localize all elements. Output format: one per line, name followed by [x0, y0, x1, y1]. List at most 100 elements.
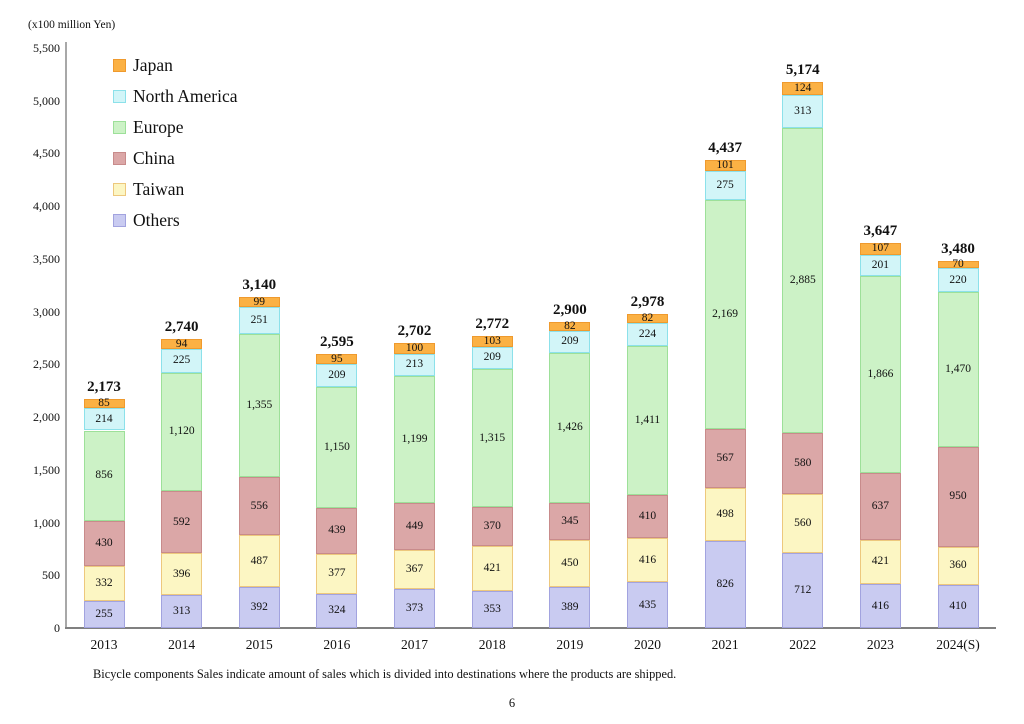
y-tick-label: 2,500 — [33, 357, 60, 372]
x-axis-category-label: 2014 — [168, 637, 196, 652]
legend-item-taiwan: Taiwan — [113, 179, 237, 199]
bar-segment-china: 430 — [83, 520, 125, 567]
bar-total-label: 2,173 — [87, 378, 121, 395]
bar-segment-japan: 85 — [83, 397, 125, 409]
segment-value-label: 712 — [794, 583, 812, 596]
bar-total-label: 3,647 — [863, 223, 898, 240]
legend-label: China — [133, 148, 175, 168]
segment-value-label: 1,411 — [634, 414, 661, 427]
segment-value-label: 70 — [952, 258, 964, 271]
segment-value-label: 592 — [173, 515, 191, 528]
segment-value-label: 251 — [250, 314, 268, 327]
bar-segment-europe: 1,355 — [238, 333, 280, 477]
bar-segment-taiwan: 367 — [394, 549, 436, 589]
segment-value-label: 313 — [794, 105, 812, 118]
y-tick-label: 3,500 — [33, 251, 60, 266]
bar-total-label: 3,480 — [941, 241, 975, 258]
segment-value-label: 255 — [95, 608, 113, 621]
x-axis-category-label: 2019 — [556, 637, 584, 652]
segment-value-label: 82 — [641, 311, 654, 324]
y-tick-label: 5,000 — [33, 93, 60, 108]
bar-total-label: 5,174 — [785, 62, 820, 79]
segment-value-label: 353 — [483, 602, 501, 615]
bar-segment-others: 324 — [316, 593, 358, 628]
bar-segment-europe: 1,866 — [859, 275, 901, 473]
segment-value-label: 1,150 — [323, 440, 350, 453]
segment-value-label: 421 — [871, 555, 890, 568]
segment-value-label: 1,426 — [556, 421, 583, 434]
segment-value-label: 435 — [638, 598, 657, 611]
bar-segment-japan: 107 — [859, 243, 901, 255]
y-tick-label: 500 — [42, 568, 60, 583]
segment-value-label: 449 — [405, 519, 424, 532]
bar-segment-others: 392 — [238, 586, 280, 628]
y-tick-label: 2,000 — [33, 410, 60, 425]
chart-legend: Japan North America Europe China Taiwan Other… — [113, 55, 237, 230]
x-axis-category-label: 2022 — [789, 637, 817, 652]
segment-value-label: 410 — [638, 510, 657, 523]
segment-value-label: 856 — [95, 469, 113, 482]
segment-value-label: 392 — [250, 600, 268, 613]
legend-item-others: Others — [113, 210, 237, 230]
bar-segment-others: 712 — [782, 552, 824, 628]
bar-segment-china: 345 — [549, 503, 591, 540]
segment-value-label: 209 — [328, 369, 346, 381]
y-tick-label: 5,500 — [33, 41, 60, 55]
segment-value-label: 99 — [253, 295, 266, 308]
bar-segment-china: 410 — [626, 495, 668, 539]
y-tick-label: 4,500 — [33, 146, 60, 161]
bar-total-label: 2,900 — [552, 302, 587, 319]
bar-total-label: 4,437 — [708, 140, 742, 157]
segment-value-label: 580 — [794, 456, 812, 469]
segment-value-label: 313 — [173, 605, 191, 617]
segment-value-label: 373 — [405, 601, 424, 614]
x-axis-category-label: 2020 — [633, 637, 661, 652]
segment-value-label: 2,169 — [712, 307, 739, 320]
bar-segment-taiwan: 396 — [161, 553, 203, 595]
legend-swatch-icon — [113, 151, 126, 165]
legend-label: Japan — [133, 55, 173, 75]
bar-segment-others: 373 — [394, 588, 436, 628]
segment-value-label: 213 — [405, 358, 424, 371]
page-number: 6 — [508, 696, 516, 710]
legend-item-north-america: North America — [113, 86, 237, 106]
bar-segment-europe: 1,470 — [937, 291, 979, 447]
bar-segment-japan: 101 — [704, 159, 746, 171]
bar-segment-china: 370 — [471, 507, 513, 547]
bar-segment-others: 389 — [549, 586, 591, 628]
bar-segment-north-america: 251 — [238, 307, 280, 334]
legend-label: Europe — [133, 117, 184, 137]
x-axis-category-label: 2023 — [866, 637, 894, 652]
segment-value-label: 1,120 — [168, 425, 195, 438]
segment-value-label: 225 — [173, 354, 191, 367]
segment-value-label: 95 — [331, 352, 343, 365]
bar-segment-china: 580 — [782, 432, 824, 494]
segment-value-label: 450 — [561, 556, 579, 569]
segment-value-label: 360 — [949, 559, 967, 572]
bar-segment-north-america: 225 — [161, 348, 203, 373]
bar-segment-taiwan: 360 — [937, 546, 979, 585]
segment-value-label: 487 — [250, 554, 268, 567]
bar-segment-europe: 2,169 — [704, 199, 746, 429]
bar-segment-japan: 82 — [626, 311, 668, 324]
segment-value-label: 94 — [175, 337, 188, 350]
segment-value-label: 214 — [95, 412, 113, 425]
segment-value-label: 220 — [949, 273, 967, 286]
legend-label: North America — [133, 86, 238, 106]
legend-label: Others — [133, 210, 180, 230]
segment-value-label: 370 — [483, 520, 501, 533]
legend-item-europe: Europe — [113, 117, 237, 137]
segment-value-label: 332 — [95, 577, 113, 590]
segment-value-label: 950 — [949, 490, 967, 503]
segment-value-label: 209 — [483, 351, 501, 364]
bar-segment-japan: 103 — [471, 335, 513, 347]
segment-value-label: 1,315 — [479, 431, 506, 444]
bar-segment-others: 826 — [704, 540, 746, 628]
y-tick-label: 0 — [54, 621, 60, 635]
segment-value-label: 637 — [871, 499, 890, 512]
segment-value-label: 209 — [561, 335, 579, 348]
bar-segment-north-america: 313 — [782, 95, 824, 129]
x-axis-category-label: 2017 — [401, 637, 429, 652]
bar-segment-japan: 124 — [782, 82, 824, 96]
segment-value-label: 826 — [716, 577, 734, 590]
